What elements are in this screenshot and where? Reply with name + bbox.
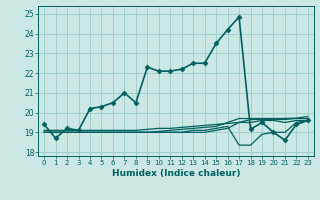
X-axis label: Humidex (Indice chaleur): Humidex (Indice chaleur): [112, 169, 240, 178]
